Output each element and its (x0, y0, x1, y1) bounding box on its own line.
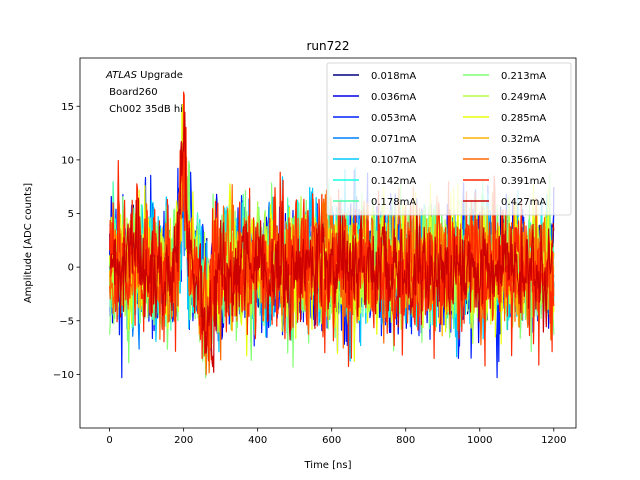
series-group (109, 91, 555, 379)
legend-label: 0.32mA (501, 134, 540, 145)
legend-label: 0.053mA (371, 113, 416, 124)
y-tick-label: −5 (59, 316, 74, 327)
legend-label: 0.178mA (371, 197, 416, 208)
y-axis: −10 −5 0 5 10 15 (53, 102, 80, 381)
series-line (109, 111, 555, 373)
legend-label: 0.391mA (501, 176, 546, 187)
legend-label: 0.356mA (501, 155, 546, 166)
chart-title: run722 (306, 39, 349, 53)
legend-label: 0.018mA (371, 71, 416, 82)
x-tick-label: 1000 (467, 435, 492, 446)
legend-label: 0.142mA (371, 176, 416, 187)
y-tick-label: 15 (61, 102, 74, 113)
annotation: ATLAS Upgrade Board260 Ch002 35dB hi (105, 70, 183, 115)
x-tick-label: 400 (248, 435, 267, 446)
y-tick-label: 5 (68, 209, 74, 220)
legend-label: 0.249mA (501, 92, 546, 103)
annotation-upgrade: Upgrade (137, 70, 183, 81)
legend-label: 0.107mA (371, 155, 416, 166)
annotation-atlas: ATLAS (105, 70, 138, 81)
x-axis: 0 200 400 600 800 1000 1200 (106, 428, 567, 446)
x-tick-label: 200 (174, 435, 193, 446)
legend-label: 0.427mA (501, 197, 546, 208)
plot-frame (79, 57, 577, 429)
annotation-line-2: Board260 (106, 87, 158, 98)
legend-box (326, 62, 572, 216)
y-tick-label: 0 (68, 263, 74, 274)
legend: 0.018mA 0.036mA 0.053mA 0.071mA 0.107mA 0.142… (326, 62, 572, 216)
x-tick-label: 1200 (541, 435, 566, 446)
legend-label: 0.036mA (371, 92, 416, 103)
x-tick-label: 0 (106, 435, 112, 446)
legend-label: 0.213mA (501, 71, 546, 82)
y-tick-label: −10 (53, 370, 74, 381)
annotation-line-3: Ch002 35dB hi (106, 104, 183, 115)
y-tick-label: 10 (61, 155, 74, 166)
x-tick-label: 600 (322, 435, 341, 446)
legend-label: 0.285mA (501, 113, 546, 124)
x-tick-label: 800 (396, 435, 415, 446)
y-axis-title: Amplitude [ADC counts] (23, 183, 34, 303)
legend-items: 0.018mA 0.036mA 0.053mA 0.071mA 0.107mA 0.142… (333, 71, 546, 208)
x-axis-title: Time [ns] (303, 460, 351, 471)
annotation-line-1: ATLAS Upgrade (105, 70, 183, 81)
legend-label: 0.071mA (371, 134, 416, 145)
